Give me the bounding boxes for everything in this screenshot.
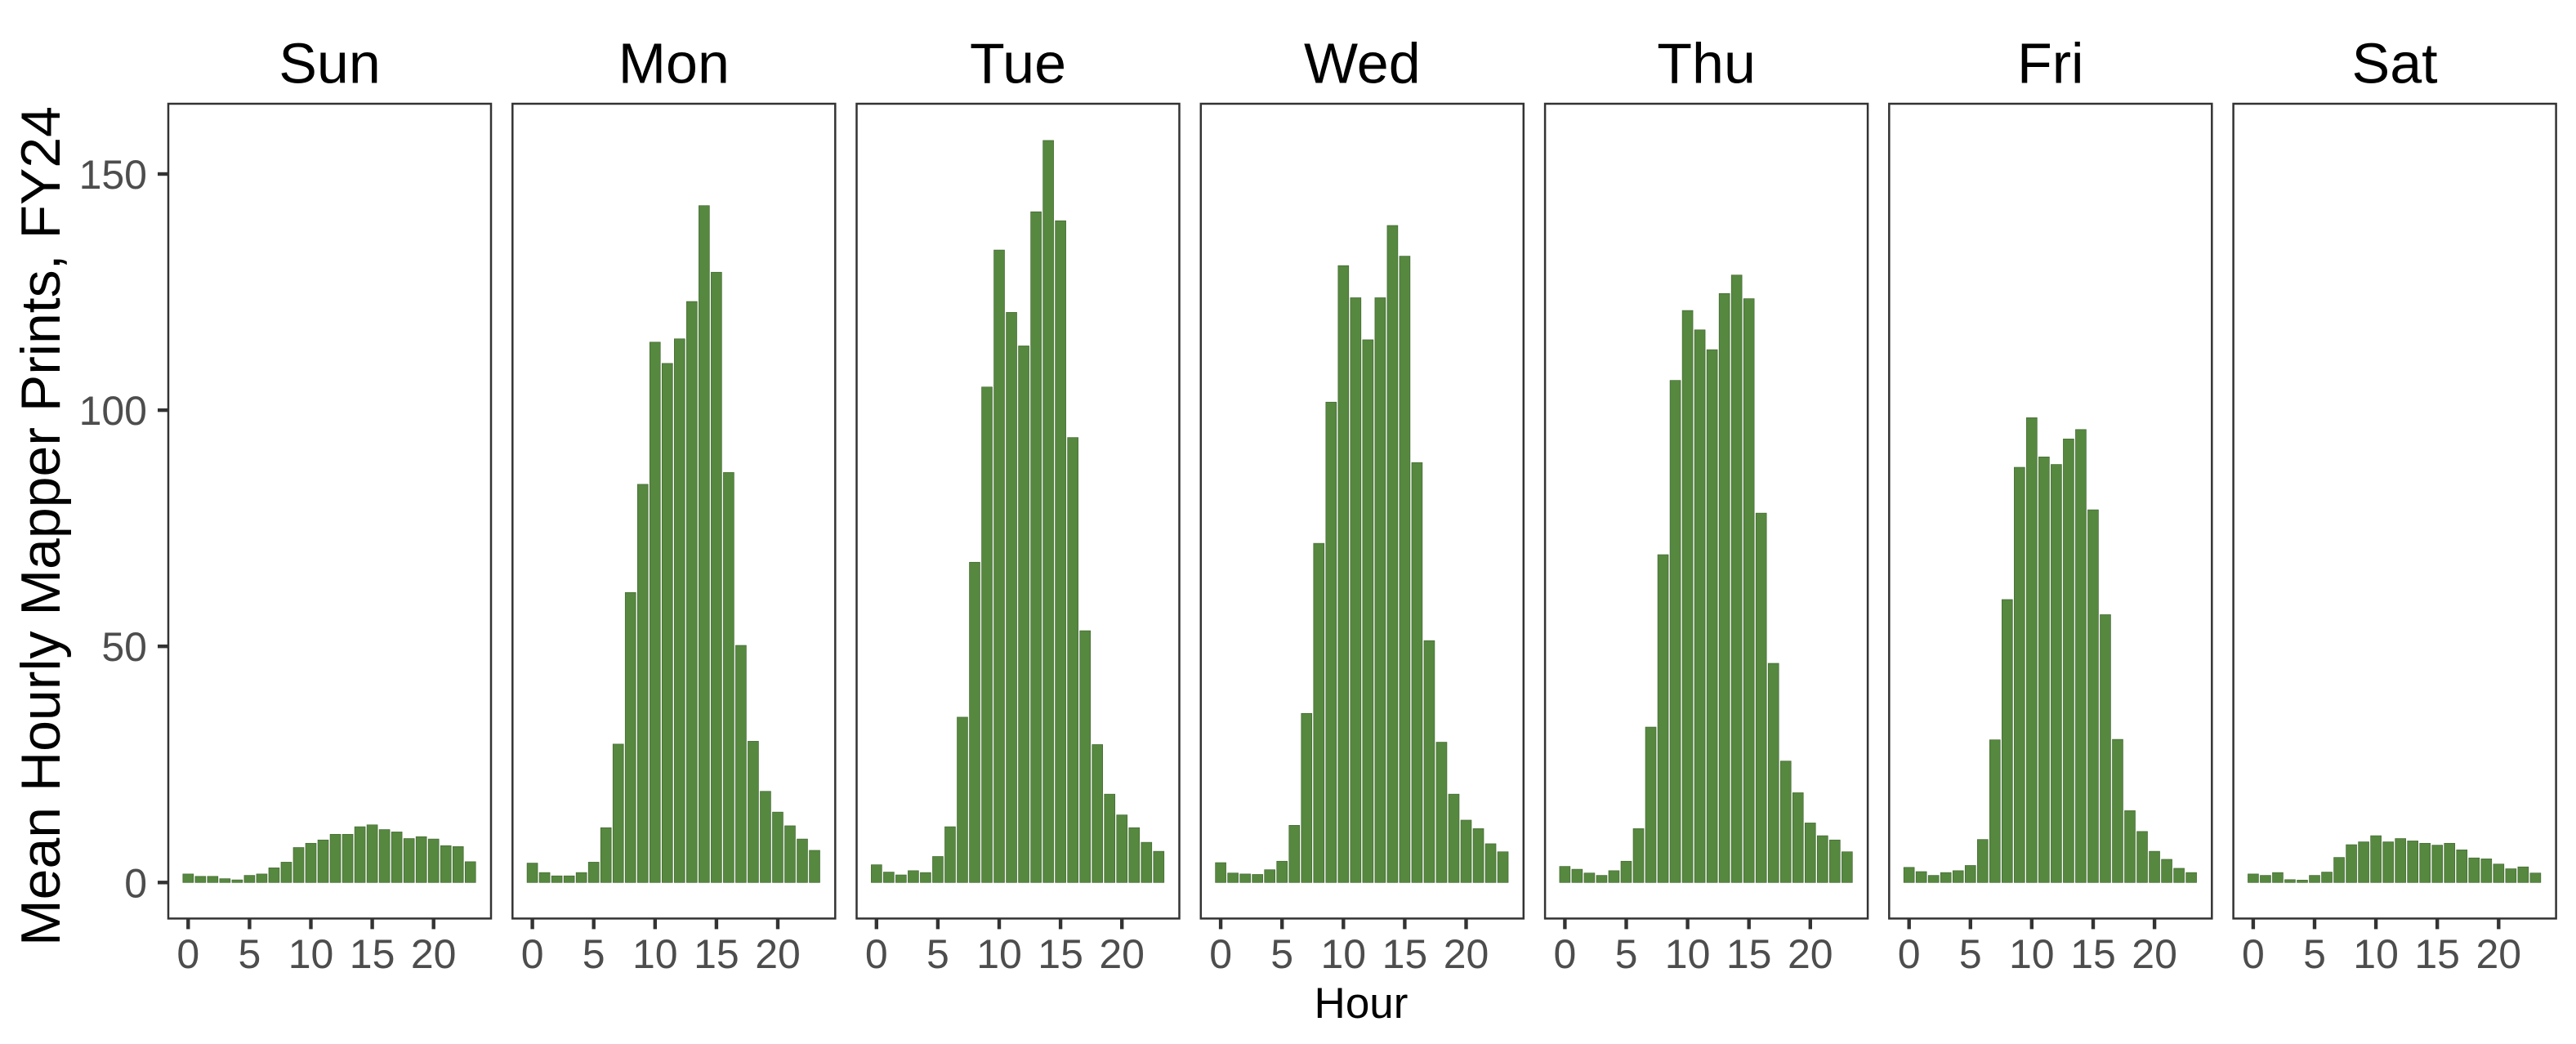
svg-text:0: 0 — [1898, 931, 1921, 977]
svg-text:20: 20 — [1788, 931, 1833, 977]
svg-text:Fri: Fri — [2017, 32, 2084, 96]
svg-text:20: 20 — [2132, 931, 2177, 977]
svg-text:Hour: Hour — [1315, 979, 1409, 1028]
svg-text:0: 0 — [1553, 931, 1576, 977]
svg-text:Wed: Wed — [1304, 32, 1421, 96]
svg-text:10: 10 — [288, 931, 334, 977]
svg-text:15: 15 — [1726, 931, 1772, 977]
svg-text:20: 20 — [2476, 931, 2521, 977]
svg-text:100: 100 — [79, 388, 147, 434]
svg-text:15: 15 — [2414, 931, 2460, 977]
svg-text:20: 20 — [1444, 931, 1489, 977]
svg-text:Thu: Thu — [1657, 32, 1756, 96]
svg-text:10: 10 — [976, 931, 1022, 977]
svg-text:15: 15 — [350, 931, 395, 977]
svg-text:5: 5 — [583, 931, 605, 977]
svg-text:15: 15 — [694, 931, 739, 977]
svg-text:5: 5 — [926, 931, 949, 977]
svg-text:20: 20 — [755, 931, 801, 977]
svg-text:10: 10 — [632, 931, 678, 977]
svg-text:15: 15 — [2070, 931, 2116, 977]
svg-text:0: 0 — [521, 931, 544, 977]
svg-text:Sat: Sat — [2352, 32, 2438, 96]
svg-text:0: 0 — [124, 860, 147, 906]
svg-text:15: 15 — [1382, 931, 1428, 977]
svg-text:0: 0 — [865, 931, 888, 977]
svg-text:50: 50 — [101, 624, 147, 670]
svg-text:10: 10 — [2009, 931, 2055, 977]
svg-text:Mon: Mon — [618, 32, 730, 96]
svg-text:Tue: Tue — [970, 32, 1066, 96]
svg-text:0: 0 — [1209, 931, 1232, 977]
svg-text:0: 0 — [2242, 931, 2265, 977]
svg-text:5: 5 — [2303, 931, 2326, 977]
svg-text:Mean Hourly Mapper Prints, FY2: Mean Hourly Mapper Prints, FY24 — [10, 106, 72, 946]
svg-text:10: 10 — [2353, 931, 2399, 977]
svg-text:0: 0 — [176, 931, 199, 977]
svg-text:5: 5 — [238, 931, 261, 977]
svg-text:150: 150 — [79, 152, 147, 198]
svg-text:5: 5 — [1959, 931, 1982, 977]
svg-text:10: 10 — [1320, 931, 1366, 977]
svg-text:5: 5 — [1615, 931, 1638, 977]
svg-text:Sun: Sun — [279, 32, 381, 96]
svg-text:15: 15 — [1038, 931, 1083, 977]
svg-text:10: 10 — [1665, 931, 1711, 977]
svg-text:20: 20 — [1099, 931, 1145, 977]
svg-text:5: 5 — [1270, 931, 1293, 977]
svg-text:20: 20 — [411, 931, 457, 977]
